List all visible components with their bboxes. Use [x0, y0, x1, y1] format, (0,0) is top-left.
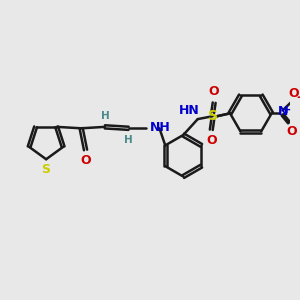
Text: O: O [206, 134, 217, 147]
Text: +: + [283, 105, 291, 115]
Text: H: H [124, 135, 133, 145]
Text: HN: HN [179, 104, 200, 117]
Text: -: - [296, 91, 300, 104]
Text: NH: NH [150, 121, 171, 134]
Text: H: H [101, 110, 110, 121]
Text: N: N [278, 105, 288, 119]
Text: O: O [209, 85, 220, 98]
Text: S: S [208, 109, 218, 123]
Text: S: S [41, 163, 50, 176]
Text: O: O [80, 154, 91, 167]
Text: O: O [288, 87, 298, 100]
Text: O: O [286, 125, 297, 138]
